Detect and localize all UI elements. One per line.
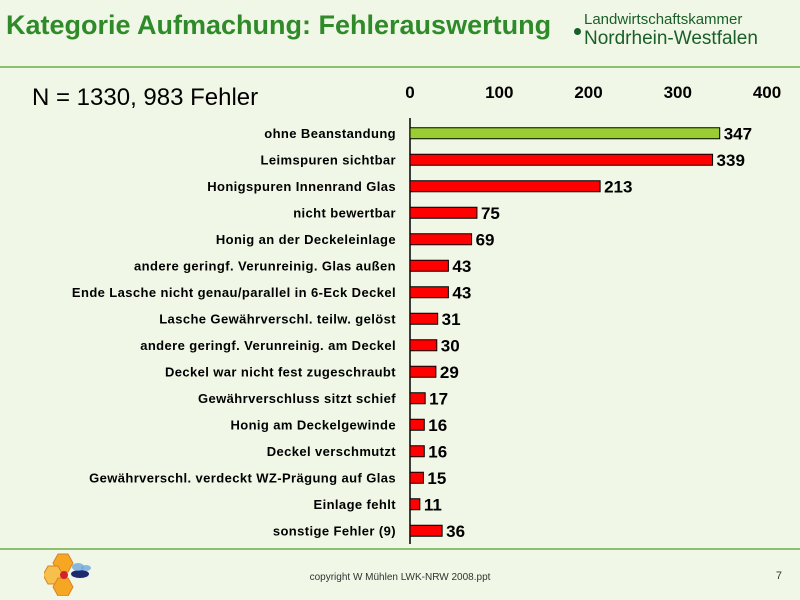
category-label: Deckel verschmutzt	[267, 444, 397, 459]
page-number: 7	[775, 570, 782, 582]
value-label: 36	[446, 522, 465, 541]
bar	[409, 418, 425, 431]
x-tick-label: 200	[574, 83, 602, 102]
category-label: Honig an der Deckeleinlage	[216, 232, 396, 247]
category-label: Gewährverschluss sitzt schief	[198, 391, 396, 406]
category-label: Honigspuren Innenrand Glas	[207, 179, 396, 194]
value-label: 29	[440, 363, 459, 382]
value-label: 15	[427, 469, 446, 488]
bar	[409, 180, 601, 193]
category-label: Honig am Deckelgewinde	[230, 417, 396, 432]
value-label: 17	[429, 389, 448, 408]
value-label: 75	[481, 204, 500, 223]
footer-divider	[0, 548, 800, 550]
value-label: 11	[424, 495, 442, 514]
category-label: Lasche Gewährverschl. teilw. gelöst	[159, 311, 396, 326]
value-label: 43	[452, 283, 471, 302]
category-label: Leimspuren sichtbar	[261, 152, 396, 167]
logo-line-2: Nordrhein-Westfalen	[584, 28, 758, 49]
value-label: 213	[604, 177, 632, 196]
category-label: sonstige Fehler (9)	[273, 523, 396, 538]
bar	[409, 471, 424, 484]
value-label: 43	[452, 257, 471, 276]
bar	[409, 445, 425, 458]
x-tick-label: 100	[485, 83, 513, 102]
logo-line-1: Landwirtschaftskammer	[584, 11, 743, 28]
bar	[409, 339, 438, 352]
category-label: Gewährverschl. verdeckt WZ-Prägung auf G…	[89, 470, 396, 485]
x-tick-label: 0	[405, 83, 414, 102]
category-label: andere geringf. Verunreinig. Glas außen	[134, 258, 396, 273]
bars	[409, 127, 721, 537]
value-label: 16	[428, 416, 447, 435]
header-divider	[0, 66, 800, 68]
bar	[409, 259, 449, 272]
axis-ticks: 0 100 200 300 400	[405, 83, 781, 102]
bar	[409, 127, 721, 140]
x-tick-label: 300	[664, 83, 692, 102]
category-label: ohne Beanstandung	[264, 126, 396, 141]
category-label: andere geringf. Verunreinig. am Deckel	[140, 338, 396, 353]
x-tick-label: 400	[753, 83, 781, 102]
copyright-footer: copyright W Mühlen LWK-NRW 2008.ppt	[309, 572, 491, 583]
logo-dot-icon	[574, 28, 581, 35]
bar	[409, 498, 421, 511]
bar	[409, 312, 439, 325]
bar	[409, 233, 473, 246]
value-label: 69	[476, 230, 495, 249]
category-label: Ende Lasche nicht genau/parallel in 6-Ec…	[72, 285, 396, 300]
sample-size-note: N = 1330, 983 Fehler	[32, 84, 259, 111]
category-label: nicht bewertbar	[293, 205, 396, 220]
category-labels: ohne Beanstandung Leimspuren sichtbar Honi…	[72, 126, 396, 539]
slide-title: Kategorie Aufmachung: Fehlerauswertung	[6, 10, 552, 40]
value-label: 339	[717, 151, 745, 170]
bar	[409, 365, 437, 378]
value-label: 347	[724, 124, 752, 143]
bee-flower-logo-icon	[44, 553, 91, 596]
bar	[409, 524, 443, 537]
bar	[409, 206, 478, 219]
category-label: Deckel war nicht fest zugeschraubt	[165, 364, 396, 379]
value-label: 16	[428, 442, 447, 461]
bar	[409, 286, 449, 299]
bar	[409, 153, 714, 166]
value-label: 31	[442, 310, 461, 329]
category-label: Einlage fehlt	[314, 497, 397, 512]
value-label: 30	[441, 336, 460, 355]
bar	[409, 392, 426, 405]
